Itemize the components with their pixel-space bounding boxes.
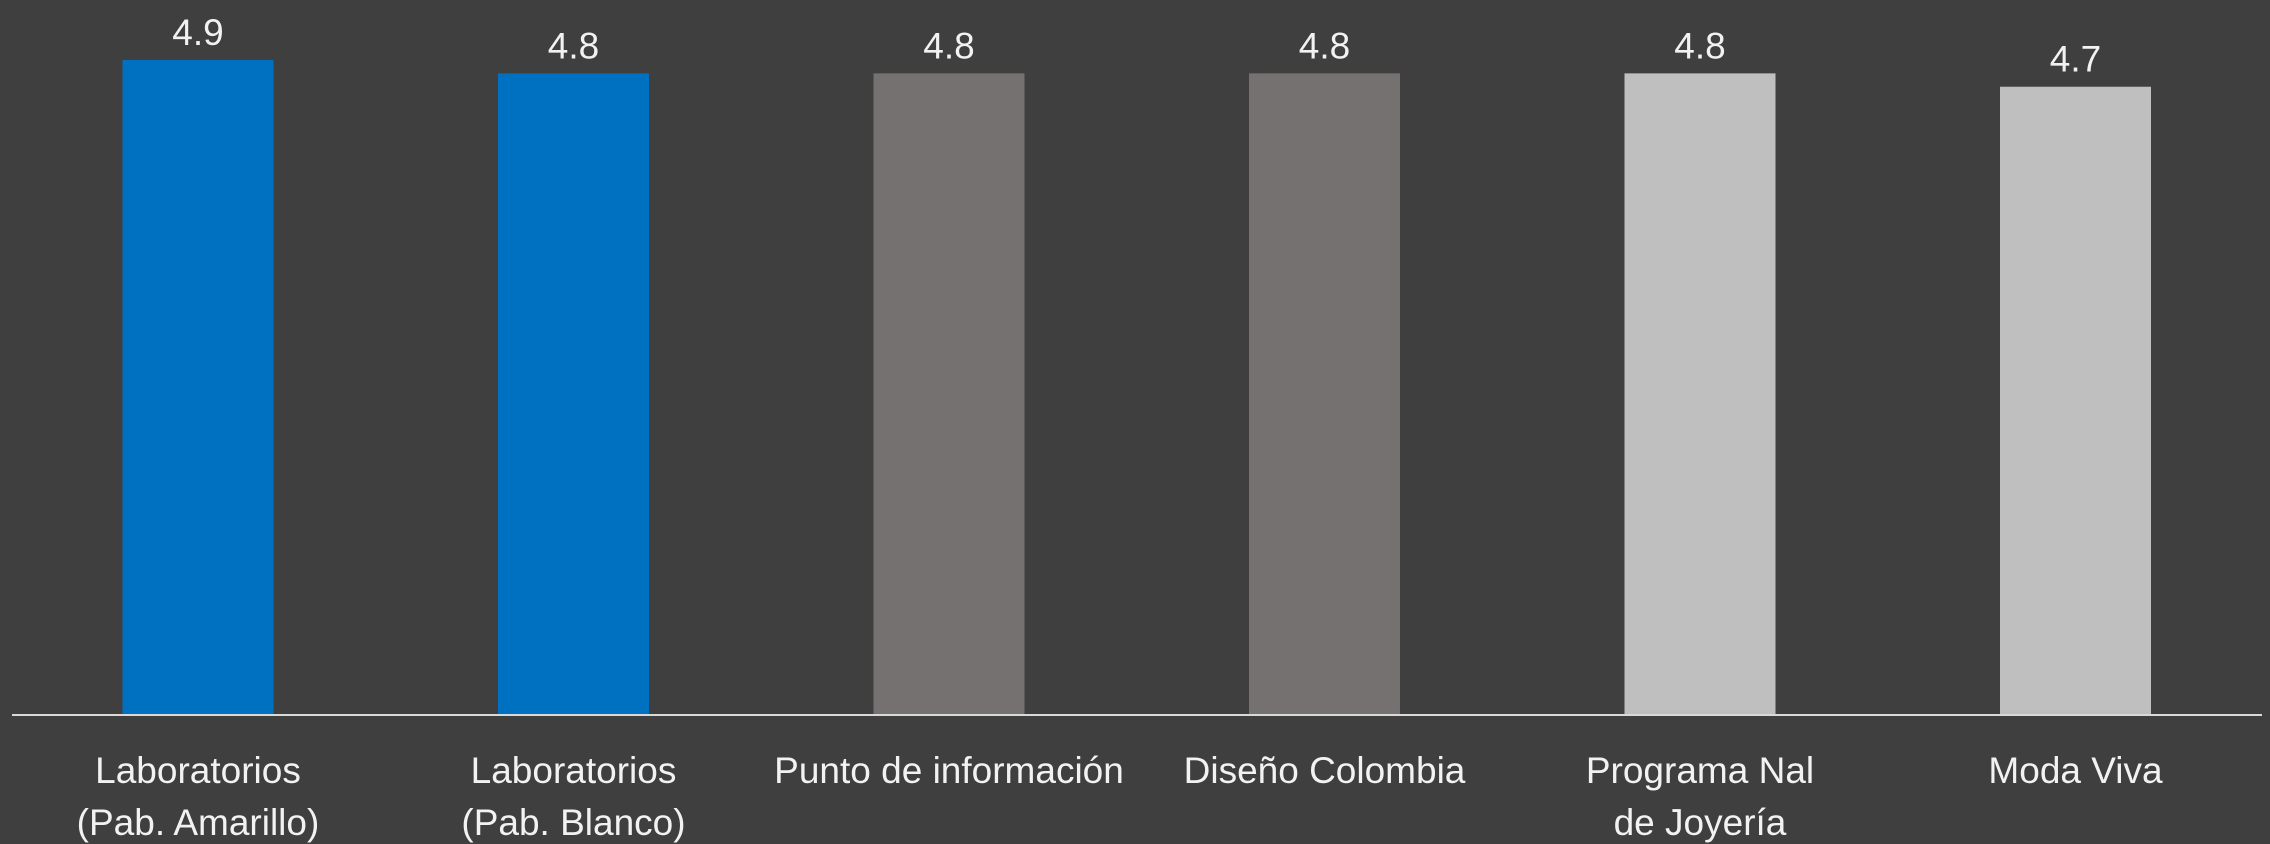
- category-label-line: (Pab. Blanco): [461, 802, 685, 843]
- bar-1: [498, 73, 649, 715]
- category-label-2: Punto de información: [774, 750, 1124, 791]
- category-label-line: (Pab. Amarillo): [77, 802, 320, 843]
- bar-0: [122, 60, 274, 715]
- value-label-4: 4.8: [1674, 25, 1725, 66]
- value-label-2: 4.8: [923, 25, 974, 66]
- bar-5: [2000, 86, 2151, 716]
- category-label-line: de Joyería: [1614, 802, 1787, 843]
- value-label-5: 4.7: [2050, 39, 2101, 80]
- category-labels-group: Laboratorios (Pab. Amarillo) Laboratorios (…: [77, 750, 2163, 843]
- value-label-0: 4.9: [172, 12, 223, 53]
- category-label-0: Laboratorios (Pab. Amarillo): [77, 750, 320, 843]
- bar-3: [1249, 73, 1400, 715]
- value-labels-group: 4.9 4.8 4.8 4.8 4.8 4.7: [172, 12, 2101, 80]
- value-label-1: 4.8: [548, 25, 599, 66]
- category-label-line: Diseño Colombia: [1184, 750, 1466, 791]
- value-label-3: 4.8: [1299, 25, 1350, 66]
- category-label-3: Diseño Colombia: [1184, 750, 1466, 791]
- bars-group: [122, 60, 2151, 716]
- bar-2: [873, 73, 1025, 715]
- category-label-4: Programa Nal de Joyería: [1586, 750, 1814, 843]
- category-label-5: Moda Viva: [1988, 750, 2163, 791]
- category-label-line: Punto de información: [774, 750, 1124, 791]
- category-label-line: Moda Viva: [1988, 750, 2163, 791]
- category-label-1: Laboratorios (Pab. Blanco): [461, 750, 685, 843]
- category-label-line: Programa Nal: [1586, 750, 1814, 791]
- category-label-line: Laboratorios: [95, 750, 301, 791]
- category-label-line: Laboratorios: [471, 750, 677, 791]
- bar-4: [1624, 73, 1776, 715]
